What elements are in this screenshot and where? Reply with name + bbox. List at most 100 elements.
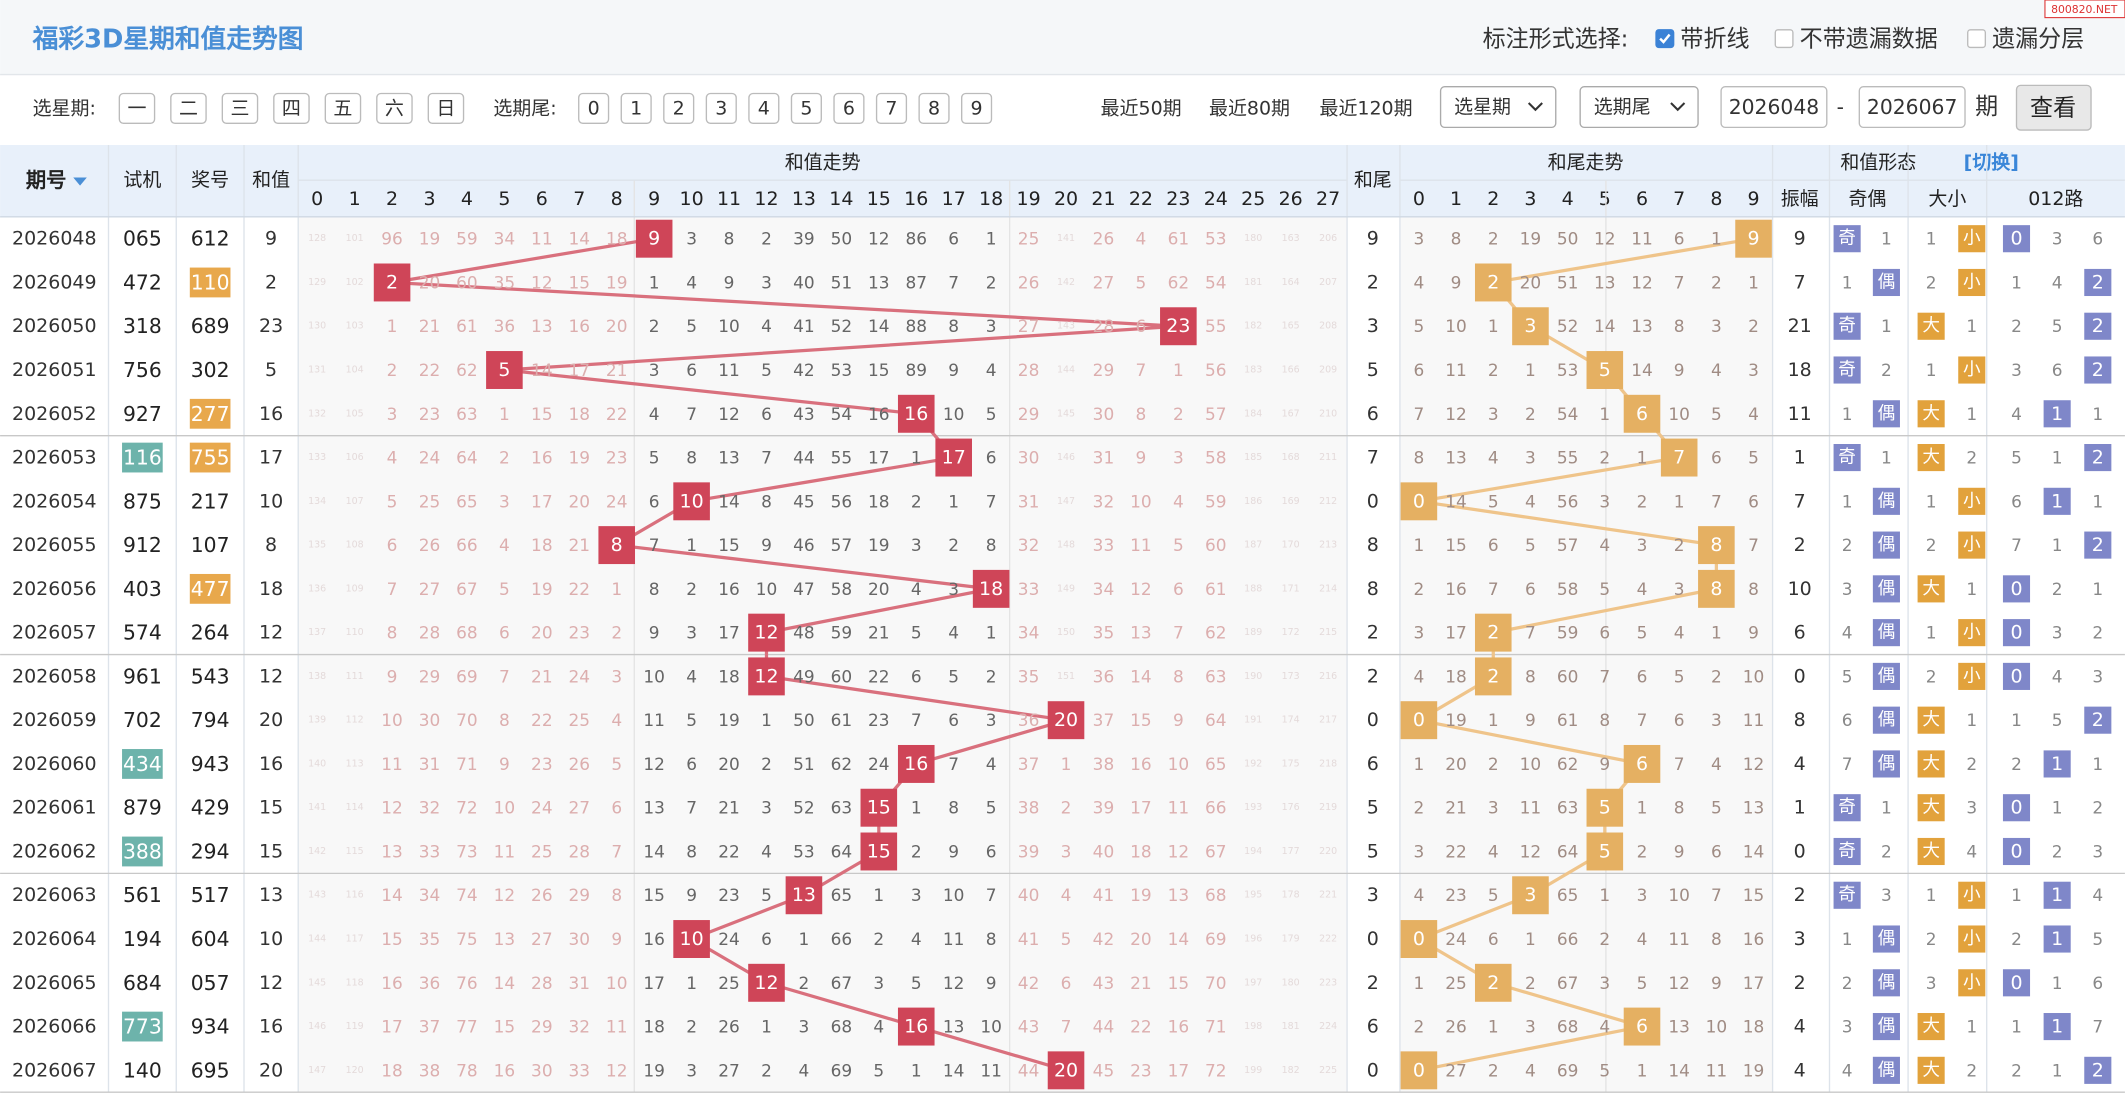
tail-label[interactable]: 8 [928, 97, 940, 119]
sum-omission: 28 [419, 623, 441, 643]
sum-omission: 2 [986, 666, 997, 686]
select-box[interactable] [1579, 86, 1699, 129]
sum-omission: 224 [1319, 1021, 1337, 1032]
weekday-label[interactable]: 三 [230, 97, 249, 119]
select-box[interactable] [1439, 86, 1557, 129]
sum-omission: 7 [948, 272, 959, 292]
tail-button[interactable] [875, 92, 908, 124]
sum-omission: 4 [911, 929, 922, 949]
tail-button[interactable] [578, 92, 610, 124]
sum-omission: 2 [499, 448, 510, 468]
sum-col-label: 4 [461, 188, 473, 210]
sum-hit-value: 16 [904, 753, 928, 775]
tail-omission: 21 [1445, 798, 1467, 818]
sort-arrow[interactable] [73, 177, 87, 186]
weekday-label[interactable]: 日 [436, 97, 455, 119]
sum: 10 [259, 928, 283, 950]
tail-omission: 7 [1711, 885, 1722, 905]
trial: 574 [123, 621, 162, 645]
sum-omission: 3 [686, 623, 697, 643]
road-hit-label: 2 [2092, 359, 2104, 381]
from-input[interactable] [1720, 86, 1828, 129]
tail-button[interactable] [705, 92, 737, 124]
tail-label[interactable]: 7 [885, 97, 897, 119]
weekday-button[interactable] [324, 92, 362, 124]
weekday-button[interactable] [273, 92, 310, 124]
prize: 517 [191, 883, 230, 907]
sum-omission: 211 [1319, 452, 1337, 463]
issue: 2026057 [12, 622, 96, 644]
tail-label[interactable]: 6 [843, 97, 855, 119]
switch-link[interactable]: [切换] [1964, 151, 2019, 174]
tail-hit [1474, 263, 1512, 302]
tail-label[interactable]: 0 [588, 97, 600, 119]
weekday-label[interactable]: 五 [333, 97, 352, 119]
sum-omission: 149 [1057, 583, 1075, 594]
option-label[interactable]: 遗漏分层 [1992, 26, 2084, 52]
big_small-hit-label: 小 [1963, 535, 1981, 555]
sum-omission: 8 [499, 710, 510, 730]
weekday-label[interactable]: 六 [385, 97, 404, 119]
select-label[interactable]: 选期尾 [1594, 96, 1651, 118]
view-button[interactable] [2015, 84, 2092, 131]
sum-omission: 8 [948, 798, 959, 818]
sum-omission: 6 [986, 448, 997, 468]
issue-header[interactable]: 期号 [26, 168, 67, 192]
weekday-label[interactable]: 一 [127, 97, 146, 119]
sum-hit-value: 12 [754, 972, 778, 994]
weekday-button[interactable] [376, 92, 413, 124]
sum-omission: 3 [686, 1060, 697, 1080]
road-omission: 2 [2052, 579, 2063, 599]
option-label[interactable]: 不带遗漏数据 [1800, 26, 1938, 52]
sum-omission: 145 [1057, 408, 1075, 419]
mark-label: 标注形式选择: [1483, 26, 1629, 52]
option-checkbox[interactable] [1967, 29, 1987, 49]
tail-hit [1586, 832, 1624, 871]
recent-link[interactable]: 最近80期 [1209, 97, 1290, 119]
tail-label[interactable]: 9 [971, 97, 983, 119]
tail-label[interactable]: 2 [673, 97, 685, 119]
road-omission: 1 [2092, 491, 2103, 511]
tail-button[interactable] [961, 92, 993, 124]
option-checkbox[interactable] [1774, 29, 1794, 49]
tail-label[interactable]: 4 [758, 97, 770, 119]
tail-button[interactable] [620, 92, 652, 124]
tail-label[interactable]: 1 [630, 97, 642, 119]
road-hit [2043, 881, 2071, 909]
tail-button[interactable] [748, 92, 780, 124]
select-label[interactable]: 选星期 [1454, 96, 1511, 118]
weekday-button[interactable] [427, 92, 465, 124]
tail-omission: 4 [1525, 491, 1536, 511]
tail-button[interactable] [833, 92, 865, 124]
weekday-button[interactable] [118, 92, 156, 124]
weekday-label[interactable]: 四 [282, 97, 301, 119]
option-label[interactable]: 带折线 [1680, 26, 1749, 52]
tail-button[interactable] [918, 92, 950, 124]
tail-label[interactable]: 5 [800, 97, 812, 119]
recent-link[interactable]: 最近120期 [1319, 97, 1412, 119]
sum-omission: 1 [986, 229, 997, 249]
tail-omission: 7 [1711, 491, 1722, 511]
weekday-button[interactable] [170, 92, 207, 124]
tail-omission: 2 [1414, 798, 1425, 818]
weekday-button[interactable] [221, 92, 259, 124]
tail-hit-value: 5 [1599, 797, 1611, 819]
sum-omission: 15 [643, 885, 665, 905]
tail-button[interactable] [790, 92, 822, 124]
issue: 2026059 [12, 709, 96, 731]
prize: 689 [191, 314, 230, 338]
issue: 2026066 [12, 1016, 96, 1038]
tail-label[interactable]: 3 [715, 97, 727, 119]
to-input[interactable] [1858, 86, 1966, 129]
tail-hit-value: 0 [1413, 1059, 1425, 1081]
sum-col-label: 15 [867, 188, 891, 210]
recent-link[interactable]: 最近50期 [1101, 97, 1182, 119]
weekday-label[interactable]: 二 [179, 97, 198, 119]
sum-omission: 5 [873, 1060, 884, 1080]
sum-omission: 3 [611, 666, 622, 686]
road-omission: 1 [2092, 404, 2103, 424]
tail-button[interactable] [663, 92, 695, 124]
sum-tail: 2 [1367, 622, 1379, 644]
sum-omission: 141 [1057, 233, 1075, 244]
tail-omission: 1 [1674, 491, 1685, 511]
